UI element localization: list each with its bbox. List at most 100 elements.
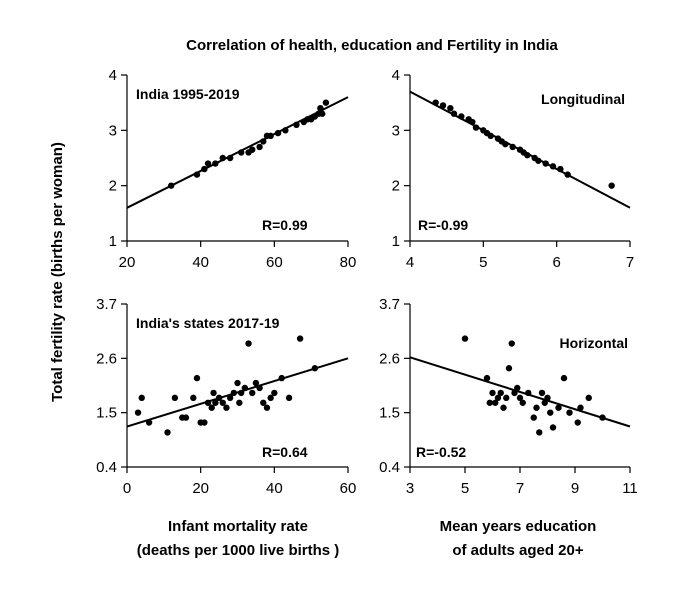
x-tick-label: 4 — [406, 254, 414, 271]
data-point — [260, 138, 267, 145]
data-point — [487, 132, 494, 140]
data-point — [469, 118, 476, 126]
data-point — [193, 171, 201, 178]
x-tick-label: 11 — [622, 480, 638, 497]
data-point — [458, 113, 465, 120]
trend-line — [126, 96, 349, 209]
x-tick-label: 6 — [552, 254, 560, 271]
data-point — [201, 419, 208, 426]
x-tick-label: 7 — [626, 254, 634, 271]
data-point — [533, 404, 540, 411]
data-point — [574, 419, 581, 426]
data-point — [267, 394, 274, 402]
correlation-label: R=0.99 — [262, 217, 308, 233]
data-point — [236, 399, 243, 406]
data-point — [204, 160, 212, 167]
data-point — [210, 389, 217, 397]
data-point — [599, 414, 606, 421]
y-tick-label: 0.4 — [96, 459, 117, 476]
data-point — [492, 399, 499, 406]
data-point — [525, 389, 532, 397]
x-tick-label: 20 — [192, 480, 209, 497]
data-point — [249, 389, 256, 397]
data-point — [549, 424, 557, 431]
data-point — [461, 335, 469, 342]
data-point — [249, 146, 256, 153]
data-point — [182, 414, 190, 421]
data-point — [241, 384, 249, 392]
data-point — [230, 389, 238, 397]
data-point — [311, 365, 319, 372]
correlation-label: R=-0.99 — [418, 217, 468, 233]
y-axis-label: Total fertility rate (births per woman) — [49, 142, 66, 402]
data-point — [219, 154, 226, 162]
data-point — [171, 394, 179, 402]
data-point — [549, 163, 557, 170]
data-point — [494, 394, 502, 402]
y-tick-label: 4 — [109, 67, 117, 84]
data-point — [516, 394, 524, 402]
data-point — [472, 124, 480, 131]
x-tick-label: 40 — [266, 480, 283, 497]
x-tick-label: 80 — [340, 254, 357, 271]
data-point — [535, 157, 542, 164]
data-point — [282, 127, 289, 134]
y-tick-label: 1 — [109, 233, 117, 250]
data-point — [168, 182, 175, 189]
x-tick-label: 5 — [479, 254, 487, 271]
correlation-label: R=-0.52 — [416, 444, 466, 460]
figure-title: Correlation of health, education and Fer… — [186, 37, 558, 54]
data-point — [267, 132, 274, 140]
data-point — [577, 404, 584, 411]
data-point — [538, 389, 546, 397]
x-tick-label: 7 — [516, 480, 524, 497]
data-point — [547, 409, 554, 416]
x-axis-label-left-line1: Infant mortality rate — [168, 518, 308, 535]
data-point — [219, 399, 226, 406]
y-tick-label: 0.4 — [379, 459, 400, 476]
data-point — [557, 165, 564, 173]
data-point — [212, 160, 219, 167]
data-point — [293, 121, 300, 128]
x-axis-label-left-line2: (deaths per 1000 live births ) — [137, 542, 340, 559]
data-point — [319, 110, 326, 117]
y-tick-label: 2 — [109, 178, 117, 195]
data-point — [190, 394, 197, 402]
x-tick-label: 60 — [340, 480, 357, 497]
data-point — [138, 394, 145, 402]
data-point — [278, 374, 285, 382]
y-tick-label: 1 — [392, 233, 400, 250]
data-point — [439, 102, 447, 109]
data-point — [223, 404, 230, 411]
data-point — [555, 404, 562, 411]
panel-title: Longitudinal — [541, 91, 625, 107]
data-point — [145, 419, 153, 426]
panel-title: India 1995-2019 — [136, 86, 240, 102]
data-point — [193, 374, 201, 382]
data-point — [564, 171, 571, 178]
data-point — [505, 365, 513, 372]
panel-title: India's states 2017-19 — [136, 315, 280, 331]
data-point — [208, 404, 215, 411]
data-point — [285, 394, 293, 402]
data-point — [215, 394, 223, 402]
y-tick-label: 1.5 — [379, 405, 400, 422]
data-point — [271, 389, 278, 397]
scatter-panel-3: 0.4 1.5 2.6 3.7 0 20 40 60 India's states 2017-1… — [96, 296, 356, 497]
data-point — [226, 394, 234, 402]
data-point — [519, 399, 526, 406]
data-point — [237, 149, 245, 156]
data-point — [530, 414, 537, 421]
data-point — [508, 340, 515, 347]
data-point — [450, 110, 458, 117]
data-point — [296, 335, 304, 342]
data-point — [256, 143, 263, 151]
data-point — [234, 379, 241, 387]
data-point — [524, 152, 531, 159]
scatter-panel-4: 0.4 1.5 2.6 3.7 3 5 7 9 11 Horizontal R=-0.52 — [379, 296, 638, 497]
data-point — [317, 105, 324, 112]
data-point — [483, 374, 491, 382]
x-tick-label: 60 — [266, 254, 283, 271]
